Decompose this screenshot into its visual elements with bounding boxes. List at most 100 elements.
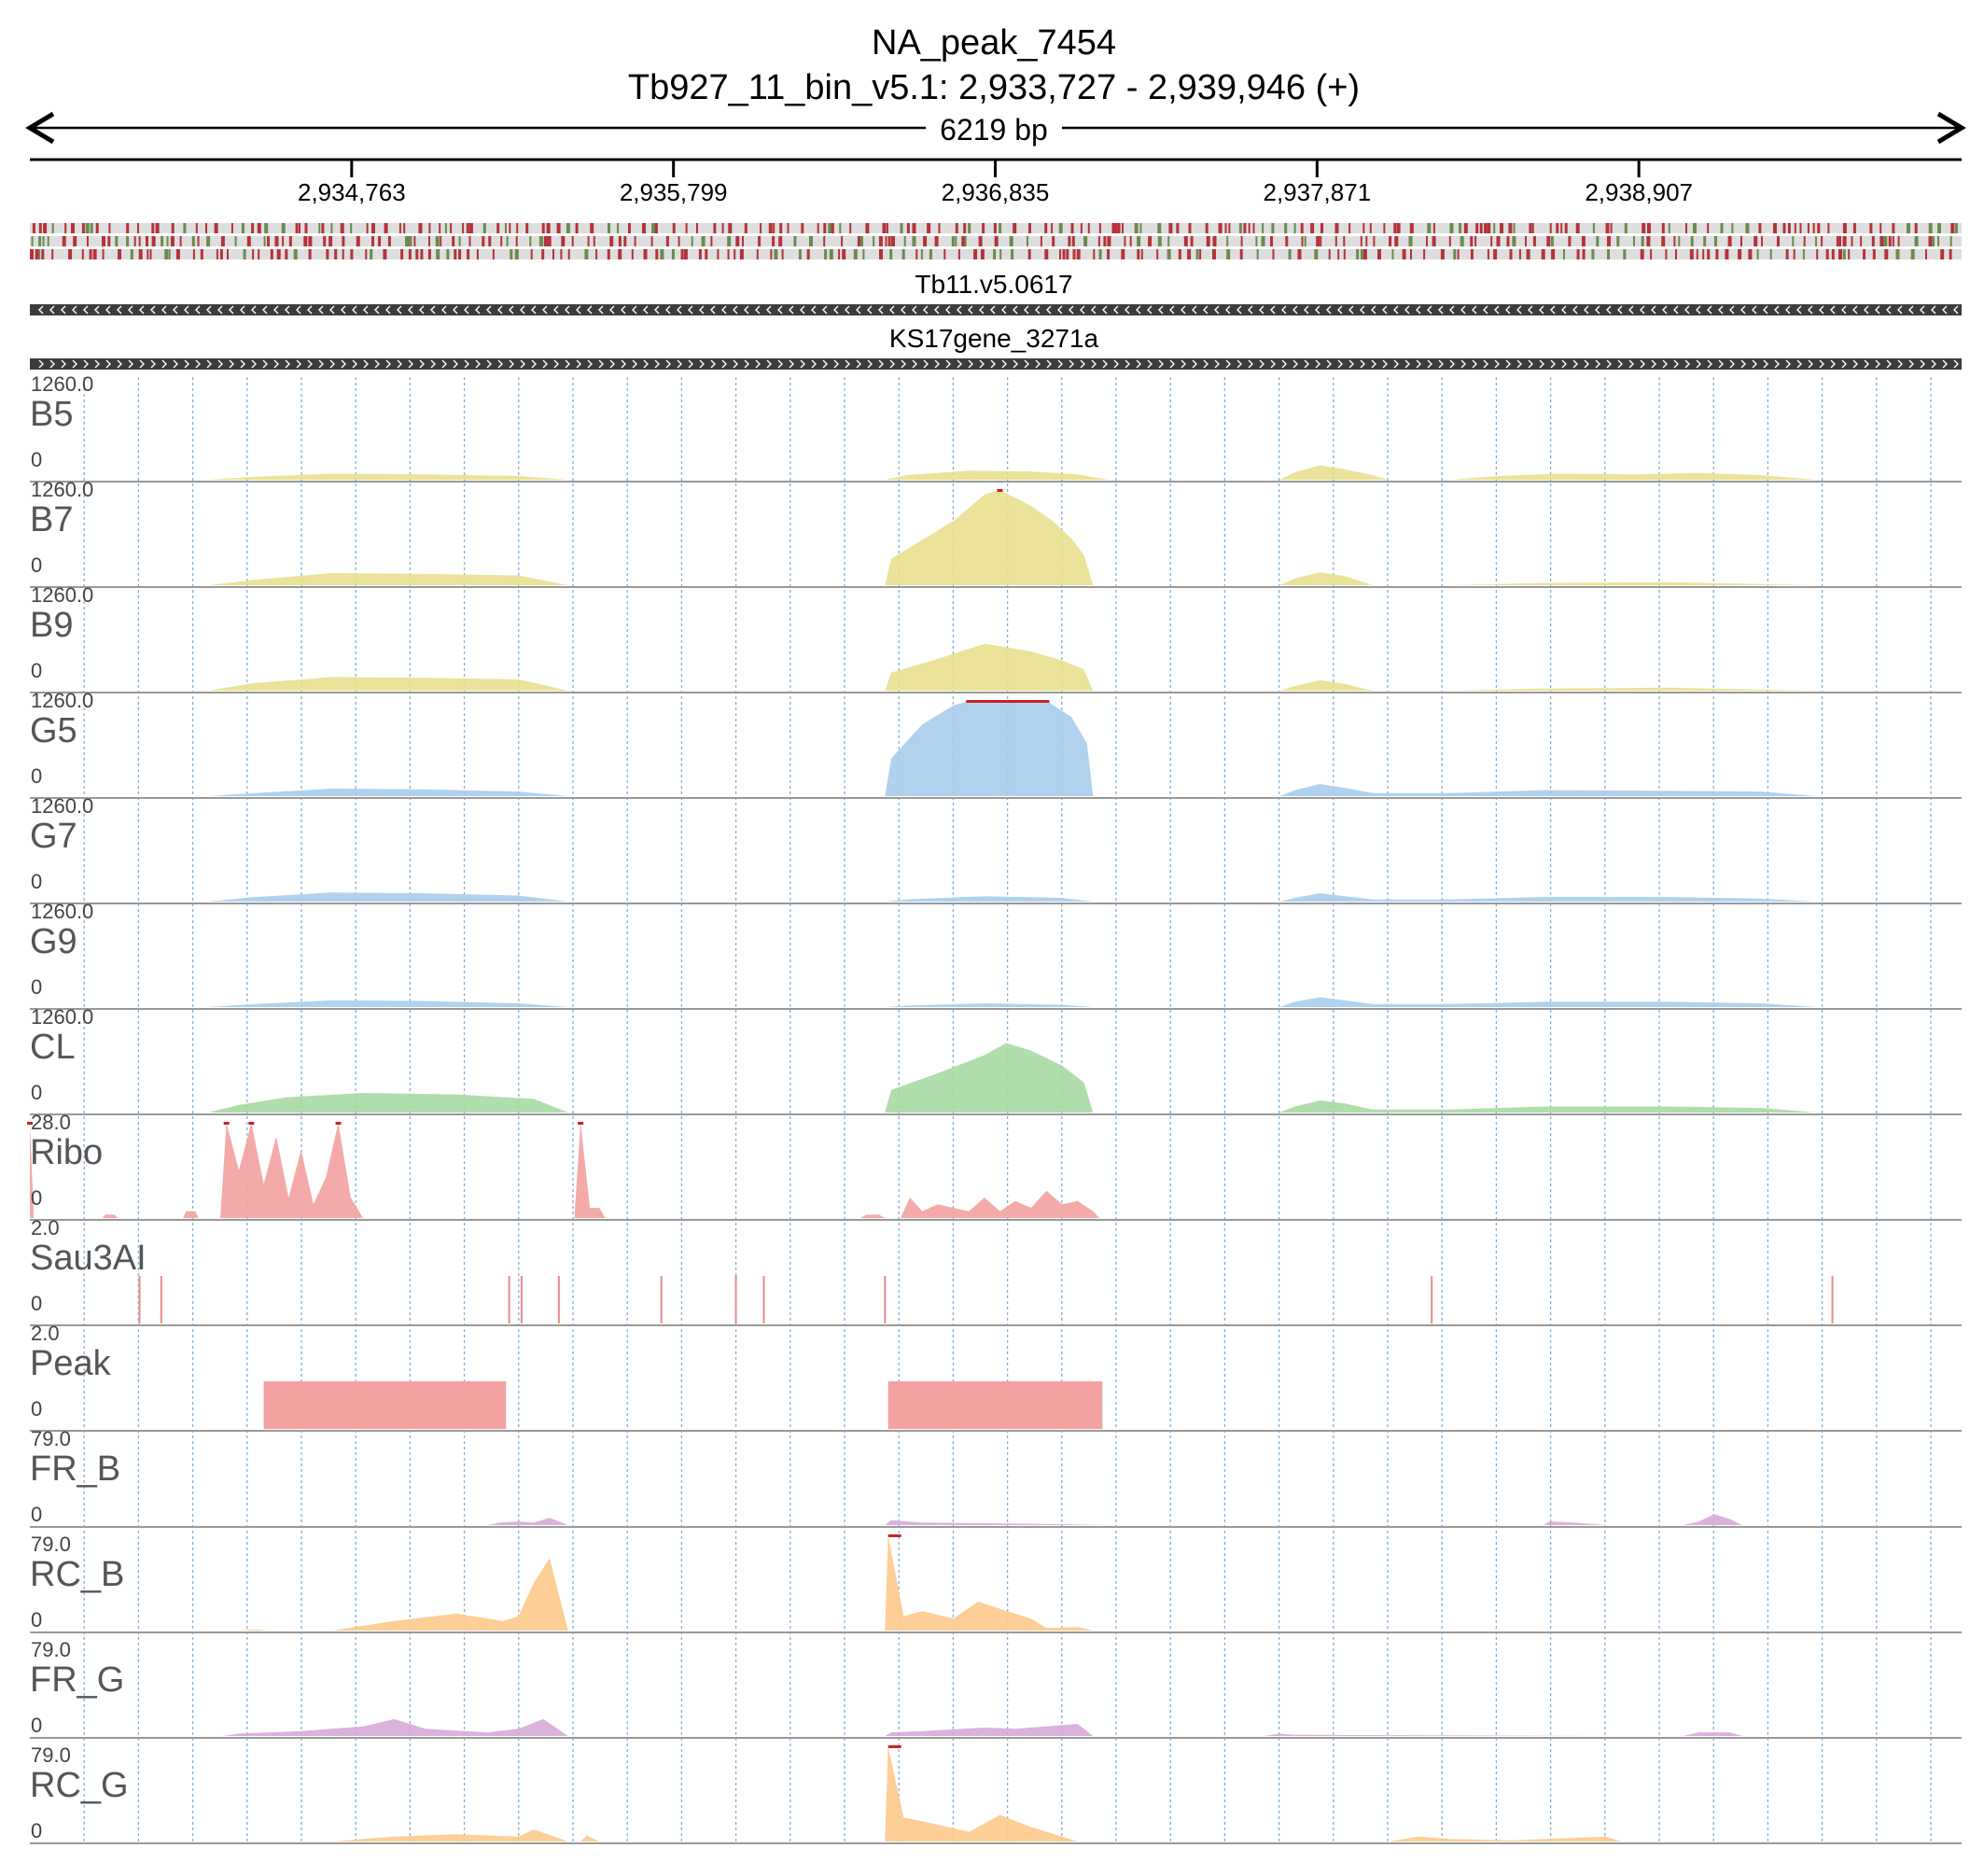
strand-chevron (531, 305, 537, 315)
codon-mark (92, 249, 97, 259)
strand-chevron (1628, 359, 1634, 369)
codon-mark (1641, 236, 1644, 246)
codon-mark (680, 249, 684, 259)
codon-mark (1869, 223, 1873, 233)
codon-mark (1661, 236, 1666, 246)
coverage-area (207, 643, 1817, 691)
codon-mark (102, 249, 105, 259)
strand-chevron (61, 359, 66, 369)
strand-chevron (1102, 359, 1108, 369)
strand-chevron (1304, 305, 1309, 315)
strand-chevron (1763, 359, 1768, 369)
codon-mark (955, 223, 958, 233)
codon-mark (1228, 223, 1231, 233)
strand-chevron (1416, 305, 1421, 315)
codon-mark (130, 249, 133, 259)
strand-chevron (262, 359, 268, 369)
track-name-label: Sau3AI (30, 1239, 147, 1278)
track-name-label: B9 (30, 606, 73, 645)
codon-mark (1157, 223, 1162, 233)
codon-mark (435, 236, 440, 246)
strand-chevron (744, 359, 749, 369)
codon-mark (1661, 223, 1665, 233)
coverage-area (207, 490, 1817, 585)
strand-chevron (1035, 305, 1041, 315)
codon-mark (1871, 236, 1875, 246)
strand-chevron (643, 305, 649, 315)
strand-chevron (1942, 305, 1948, 315)
codon-mark (654, 223, 658, 233)
strand-chevron (710, 359, 716, 369)
codon-mark (264, 223, 269, 233)
strand-chevron (1472, 359, 1477, 369)
codon-mark (955, 236, 957, 246)
strand-chevron (1740, 305, 1746, 315)
codon-mark (978, 236, 983, 246)
strand-coverage-area (223, 1718, 1742, 1736)
codon-mark (1707, 223, 1710, 233)
codon-mark (371, 236, 374, 246)
codon-mark (251, 223, 255, 233)
codon-mark (415, 249, 419, 259)
codon-mark (1690, 236, 1694, 246)
codon-mark (308, 249, 312, 259)
track-max-label: 2.0 (31, 1322, 60, 1345)
strand-chevron (408, 359, 413, 369)
strand-chevron (430, 359, 436, 369)
codon-mark (1689, 249, 1694, 259)
strand-chevron (733, 359, 738, 369)
codon-mark (1474, 236, 1477, 246)
strand-chevron (576, 305, 581, 315)
strand-chevron (867, 359, 873, 369)
codon-mark (957, 249, 960, 259)
codon-mark (1640, 249, 1644, 259)
codon-mark (1121, 249, 1125, 259)
strand-chevron (822, 305, 828, 315)
strand-chevron (173, 359, 178, 369)
codon-mark (1059, 249, 1061, 259)
strand-chevron (1774, 359, 1780, 369)
codon-mark (378, 236, 382, 246)
strand-chevron (1651, 359, 1656, 369)
codon-mark (90, 223, 93, 233)
strand-chevron (1057, 305, 1063, 315)
codon-mark (1139, 223, 1142, 233)
strand-chevron (1326, 305, 1332, 315)
clip-indicator (223, 1122, 230, 1125)
codon-mark (1842, 249, 1846, 259)
track-max-label: 1260.0 (31, 1005, 93, 1029)
strand-chevron (318, 359, 324, 369)
codon-mark (1183, 236, 1188, 246)
strand-chevron (1595, 359, 1600, 369)
codon-mark (774, 249, 778, 259)
strand-chevron (665, 305, 671, 315)
codon-mark (183, 223, 187, 233)
codon-mark (258, 249, 260, 259)
strand-chevron (755, 359, 761, 369)
strand-chevron (1796, 305, 1802, 315)
track-min-label: 0 (31, 1503, 42, 1526)
codon-mark (383, 249, 387, 259)
codon-mark (1226, 249, 1231, 259)
strand-chevron (453, 305, 458, 315)
codon-mark (428, 223, 431, 233)
strand-chevron (1897, 305, 1903, 315)
codon-mark (257, 223, 261, 233)
codon-mark (556, 223, 561, 233)
codon-mark (1013, 223, 1017, 233)
codon-mark (1605, 223, 1610, 233)
track-name-label: B7 (30, 500, 73, 539)
codon-mark (841, 236, 844, 246)
strand-chevron (1852, 305, 1858, 315)
track-name-label: FR_G (30, 1660, 124, 1700)
page-title: NA_peak_7454 (872, 23, 1116, 63)
strand-chevron (789, 359, 794, 369)
codon-mark (166, 236, 169, 246)
codon-mark (1288, 249, 1292, 259)
codon-mark (263, 236, 266, 246)
codon-mark (779, 223, 783, 233)
codon-mark (440, 236, 442, 246)
strand-chevron (1248, 305, 1253, 315)
codon-mark (1068, 236, 1071, 246)
strand-chevron (262, 305, 268, 315)
